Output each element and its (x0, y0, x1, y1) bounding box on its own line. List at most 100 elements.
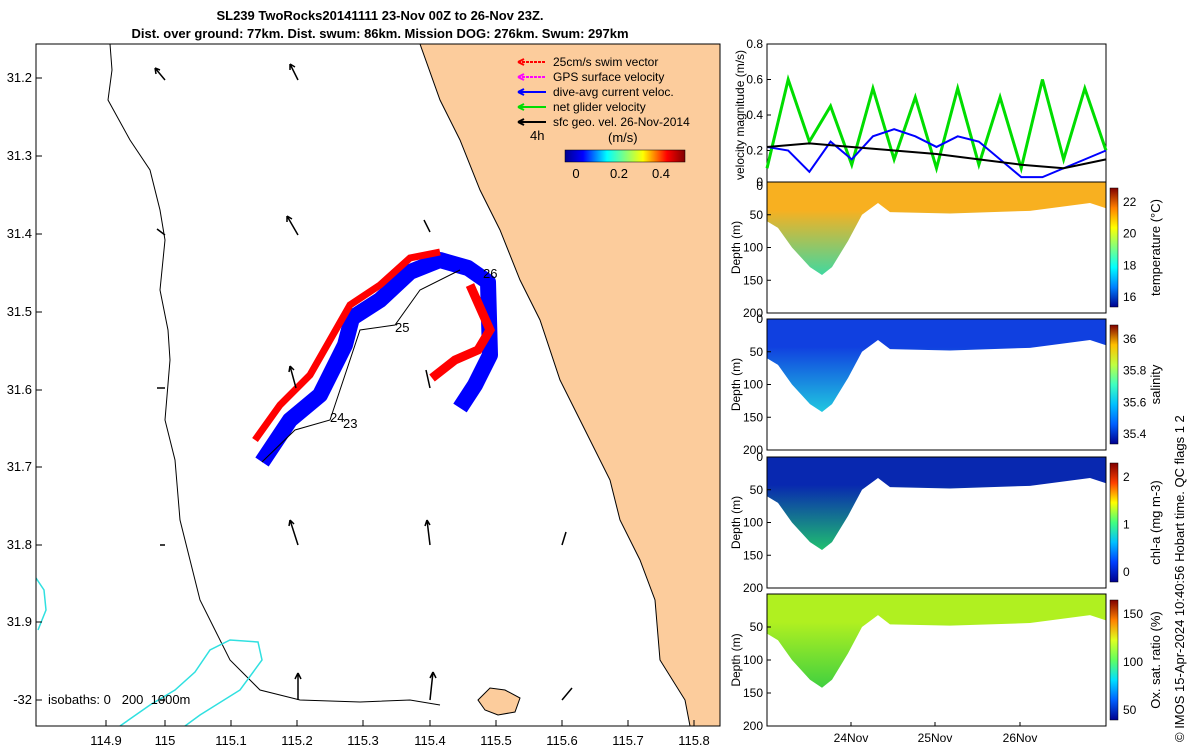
profile-ytick-label: 200 (743, 719, 763, 733)
profile-colorbar-tick: 1 (1123, 518, 1130, 532)
profile-ylabel: Depth (m) (730, 496, 743, 549)
profile-ytick-label: 50 (750, 345, 764, 359)
profile-colorbar (1109, 462, 1119, 583)
profile-ytick-label: 100 (743, 378, 763, 392)
copyright-text: © IMOS 15-Apr-2024 10:40:56 Hobart time.… (1172, 415, 1187, 742)
date-tick-label: 26Nov (1003, 731, 1038, 745)
velocity-ytick-label: 0 (756, 179, 763, 193)
profile-ytick-label: 50 (750, 620, 764, 634)
profile-ytick-label: 50 (750, 208, 764, 222)
velocity-series-line (766, 128, 1107, 179)
profile-chart-3: 0 50 100 150 200 Depth (m) 0 1 2 chl-a (mg m-3) (730, 450, 1163, 595)
speed-colorbar (564, 149, 686, 163)
lon-tick-label: 115.1 (215, 733, 247, 748)
profile-ytick-label: 200 (743, 581, 763, 595)
profile-ytick-label: 100 (743, 653, 763, 667)
lon-tick-label: 114.9 (90, 733, 122, 748)
profile-data-area (767, 182, 1106, 276)
profile-ytick-label: 100 (743, 241, 763, 255)
legend-label: sfc geo. vel. 26-Nov-2014 (553, 115, 690, 129)
profile-colorbar-label: temperature (°C) (1148, 199, 1163, 296)
lon-tick-label: 115.6 (546, 733, 578, 748)
isobath-cyan-1 (36, 577, 47, 631)
lon-tick-label: 115.4 (414, 733, 446, 748)
profile-ytick-label: 0 (756, 312, 763, 326)
profile-chart-4: 50 100 150 200 Depth (m) 50 100 150 Ox. sat. rat… (730, 593, 1163, 745)
legend-arrowhead (517, 118, 525, 126)
profile-ytick-label: 150 (743, 273, 763, 287)
profile-colorbar (1109, 187, 1119, 308)
velocity-ytick-label: 0.2 (746, 144, 763, 158)
lat-tick-label: 31.3 (7, 148, 32, 163)
legend-label: GPS surface velocity (553, 70, 664, 84)
lat-tick-label: 31.6 (7, 382, 32, 397)
title-line-1: SL239 TwoRocks20141111 23-Nov 00Z to 26-… (216, 8, 544, 23)
profile-colorbar-tick: 35.4 (1123, 427, 1147, 441)
profile-chart-1: 0 50 100 150 200 Depth (m) 16 18 20 22 temperature… (730, 175, 1163, 320)
glider-track-blue (255, 252, 498, 467)
date-tick-label: 25Nov (918, 731, 953, 745)
profile-colorbar-tick: 0 (1123, 565, 1130, 579)
speed-colorbar-ticks: 0 0.2 0.4 (572, 166, 670, 181)
profile-ytick-label: 200 (743, 443, 763, 457)
time-scale-label: 4h (530, 128, 544, 143)
profile-ytick-label: 50 (750, 483, 764, 497)
profile-colorbar-label: chl-a (mg m-3) (1148, 480, 1163, 565)
day-label: 23 (343, 416, 357, 431)
lat-tick-label: 31.4 (7, 226, 32, 241)
lon-axis: 114.9 115 115.1 115.2 115.3 115.4 115.5 115.6 11… (90, 720, 710, 748)
glider-track-red (252, 248, 496, 443)
colorbar-tick-label: 0.2 (610, 166, 628, 181)
profile-colorbar-tick: 2 (1123, 470, 1130, 484)
legend-label: dive-avg current veloc. (553, 85, 674, 99)
lon-tick-label: 115.8 (678, 733, 710, 748)
isobath-label: isobaths: 0 200 1000m (48, 692, 190, 707)
profile-colorbar-tick: 35.8 (1123, 364, 1147, 378)
profile-colorbar-label: Ox. sat. ratio (%) (1148, 611, 1163, 709)
lon-tick-label: 115 (155, 733, 176, 748)
profile-data-area (767, 457, 1106, 551)
isobath-cyan-2 (119, 639, 263, 726)
lat-tick-label: 31.5 (7, 304, 32, 319)
land-mass (419, 44, 720, 726)
colorbar-tick-label: 0 (572, 166, 579, 181)
profile-ytick-label: 100 (743, 516, 763, 530)
legend-arrowhead (517, 103, 525, 111)
day-label: 26 (483, 266, 497, 281)
legend-arrowhead (517, 58, 525, 66)
velocity-ylabel: velocity magnitude (m/s) (733, 50, 747, 180)
lon-tick-label: 115.3 (347, 733, 379, 748)
profile-ylabel: Depth (m) (730, 358, 743, 411)
legend-arrowhead (517, 73, 525, 81)
legend-arrowhead (517, 88, 525, 96)
profile-ytick-label: 0 (756, 450, 763, 464)
velocity-plot-frame (766, 43, 1107, 187)
profile-colorbar-tick: 150 (1123, 607, 1143, 621)
lat-tick-label: 31.9 (7, 614, 32, 629)
profile-data-area (767, 594, 1106, 688)
lon-tick-label: 115.5 (480, 733, 512, 748)
island (477, 687, 521, 716)
profile-ytick-label: 150 (743, 548, 763, 562)
profile-ytick-label: 0 (756, 175, 763, 189)
profile-colorbar-label: salinity (1148, 364, 1163, 404)
colorbar-tick-label: 0.4 (652, 166, 670, 181)
map-panel: 31.2 31.3 31.4 31.5 31.6 31.7 31.8 31.9 -32 114.… (7, 43, 721, 748)
day-label: 24 (330, 410, 344, 425)
lon-tick-label: 115.2 (281, 733, 313, 748)
day-label: 25 (395, 320, 409, 335)
geo-velocity-arrows (154, 63, 573, 701)
lat-tick-label: 31.8 (7, 537, 32, 552)
date-tick-label: 24Nov (834, 731, 869, 745)
velocity-ytick-label: 0.8 (746, 37, 763, 51)
profile-colorbar (1109, 599, 1119, 721)
velocity-series-line (766, 142, 1107, 170)
profile-ylabel: Depth (m) (730, 633, 743, 686)
profile-colorbar-tick: 35.6 (1123, 395, 1147, 409)
velocity-ytick-label: 0.4 (746, 108, 763, 122)
profile-ylabel: Depth (m) (730, 221, 743, 274)
velocity-ytick-label: 0.6 (746, 73, 763, 87)
